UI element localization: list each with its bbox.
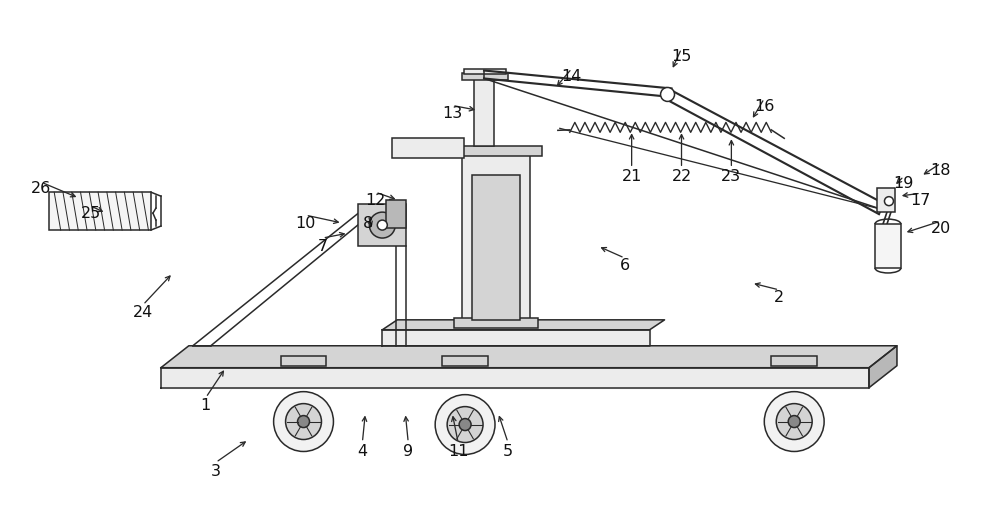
Text: 25: 25 [81, 206, 101, 221]
Text: 2: 2 [774, 291, 784, 306]
Bar [875, 224, 901, 268]
Text: 18: 18 [931, 163, 951, 178]
Circle shape [298, 415, 310, 427]
Polygon shape [161, 368, 869, 387]
Bar [281, 356, 326, 366]
Text: 20: 20 [931, 221, 951, 236]
Bar [392, 138, 464, 159]
Text: 3: 3 [211, 464, 221, 479]
Text: 16: 16 [754, 99, 774, 114]
Circle shape [764, 392, 824, 452]
Bar [462, 73, 508, 80]
Bar [464, 68, 506, 75]
Bar [472, 175, 520, 320]
Circle shape [369, 212, 395, 238]
Bar [49, 192, 151, 230]
Polygon shape [869, 346, 897, 387]
Text: 22: 22 [671, 169, 692, 184]
Text: 19: 19 [894, 176, 914, 191]
Bar [454, 318, 538, 328]
Text: 11: 11 [448, 444, 468, 459]
Circle shape [377, 220, 387, 230]
Text: 17: 17 [911, 193, 931, 208]
Text: 24: 24 [133, 305, 153, 320]
Text: 10: 10 [295, 215, 316, 231]
Text: 21: 21 [621, 169, 642, 184]
Bar [386, 200, 406, 228]
Polygon shape [382, 330, 650, 346]
Text: 6: 6 [620, 258, 630, 274]
Circle shape [274, 392, 333, 452]
Text: 12: 12 [365, 193, 386, 208]
Bar [771, 356, 817, 366]
Polygon shape [382, 320, 665, 330]
Text: 23: 23 [721, 169, 741, 184]
Text: 26: 26 [31, 181, 51, 196]
Text: 4: 4 [357, 444, 367, 459]
Circle shape [286, 404, 321, 439]
Text: 7: 7 [317, 238, 328, 253]
Circle shape [459, 419, 471, 430]
Text: 5: 5 [503, 444, 513, 459]
Text: 1: 1 [201, 398, 211, 413]
Bar [450, 146, 542, 156]
Circle shape [788, 415, 800, 427]
Text: 8: 8 [363, 215, 373, 231]
Polygon shape [161, 346, 897, 368]
Bar [474, 77, 494, 146]
Text: 15: 15 [671, 49, 692, 64]
Circle shape [776, 404, 812, 439]
Circle shape [435, 395, 495, 454]
Circle shape [447, 407, 483, 442]
Bar [442, 356, 488, 366]
Text: 14: 14 [562, 69, 582, 84]
Circle shape [661, 88, 675, 102]
Text: 9: 9 [403, 444, 413, 459]
Circle shape [884, 197, 893, 206]
Bar [358, 204, 406, 246]
Text: 13: 13 [442, 106, 462, 121]
Bar [877, 188, 895, 212]
Bar [462, 150, 530, 320]
